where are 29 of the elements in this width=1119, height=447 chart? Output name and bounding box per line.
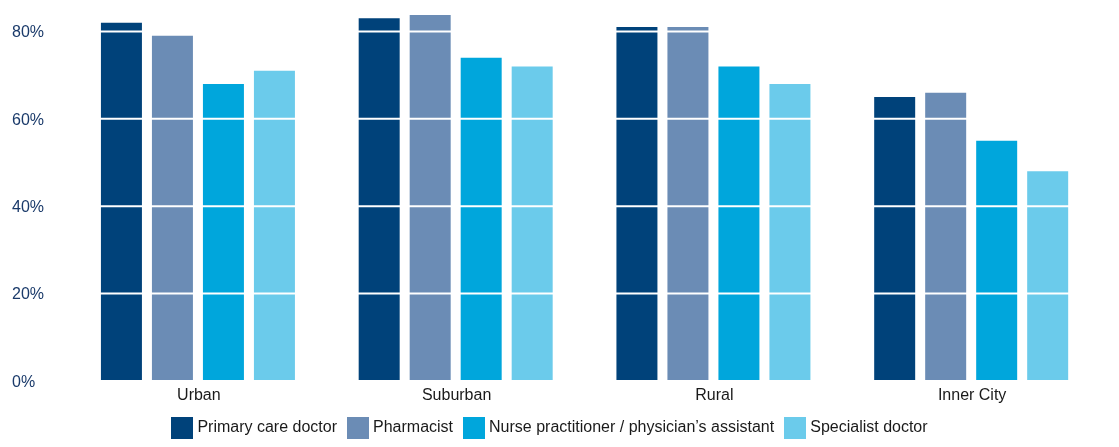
bar: [616, 27, 658, 381]
bar: [1027, 171, 1069, 381]
legend-label: Specialist doctor: [810, 418, 928, 436]
bar: [976, 140, 1018, 381]
x-tick-label: Rural: [695, 386, 734, 404]
bar: [769, 83, 811, 381]
x-tick-label: Urban: [177, 386, 221, 404]
bar: [925, 92, 967, 381]
x-tick-label: Suburban: [421, 386, 492, 404]
y-tick-label: 60%: [12, 110, 45, 128]
bar: [460, 57, 502, 381]
bar: [202, 83, 244, 381]
bar: [718, 66, 760, 381]
y-tick-label: 0%: [12, 372, 36, 390]
legend-label: Pharmacist: [373, 418, 454, 436]
bar: [151, 35, 193, 381]
bar: [358, 18, 400, 381]
y-tick-label: 40%: [12, 197, 45, 215]
y-tick-label: 20%: [12, 285, 45, 303]
bar: [511, 66, 553, 381]
bar: [667, 27, 709, 381]
bar: [409, 14, 451, 381]
x-tick-label: Inner City: [937, 386, 1007, 404]
legend-label: Nurse practitioner / physician’s assistant: [489, 418, 775, 436]
legend-label: Primary care doctor: [197, 418, 337, 436]
bar: [100, 22, 142, 381]
y-tick-label: 80%: [12, 23, 45, 41]
bar: [253, 70, 295, 381]
bar: [874, 97, 916, 381]
